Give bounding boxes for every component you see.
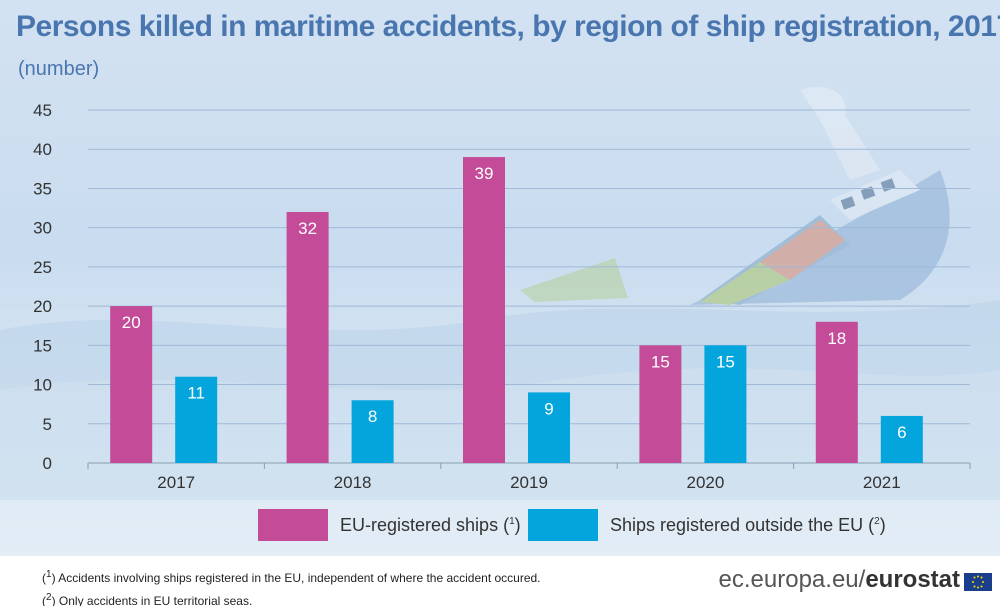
legend-swatch-non-eu	[528, 509, 598, 541]
bar	[704, 345, 747, 463]
eurostat-logo: ec.europa.eu/eurostat	[718, 566, 960, 593]
y-tick-label: 25	[33, 258, 52, 277]
bar	[175, 376, 218, 463]
eu-flag-icon	[964, 573, 992, 591]
y-tick-label: 35	[33, 179, 52, 198]
bar	[880, 415, 923, 463]
bar	[351, 400, 394, 463]
y-tick-label: 0	[43, 454, 52, 473]
x-tick-label: 2018	[334, 473, 372, 492]
bar	[110, 306, 153, 463]
y-tick-label: 40	[33, 140, 52, 159]
bar	[463, 157, 505, 464]
legend-item-eu: EU-registered ships (1)	[258, 508, 521, 542]
bar	[815, 321, 858, 463]
bar	[286, 211, 329, 463]
x-tick-label: 2017	[157, 473, 195, 492]
x-tick-label: 2021	[863, 473, 901, 492]
bar-value-label: 9	[544, 399, 553, 418]
legend-item-non-eu: Ships registered outside the EU (2)	[528, 508, 886, 542]
footnote-2: (2) Only accidents in EU territorial sea…	[42, 592, 253, 606]
legend-label-non-eu: Ships registered outside the EU (2)	[610, 514, 886, 535]
bars	[110, 157, 923, 464]
bar-value-label: 20	[122, 313, 141, 332]
chart-panel: Persons killed in maritime accidents, by…	[0, 0, 1000, 556]
y-tick-label: 30	[33, 219, 52, 238]
y-axis-ticks: 0 5 10 15 20 25 30 35 40 45	[33, 101, 52, 473]
bar-value-label: 15	[716, 352, 735, 371]
legend: EU-registered ships (1) Ships registered…	[0, 508, 1000, 542]
x-tick-label: 2020	[686, 473, 724, 492]
y-tick-label: 45	[33, 101, 52, 120]
y-tick-label: 5	[43, 415, 52, 434]
legend-label-eu: EU-registered ships (1)	[340, 514, 521, 535]
bar-value-label: 11	[187, 384, 205, 403]
bar	[528, 392, 570, 463]
x-axis-ticks: 2017 2018 2019 2020 2021	[157, 473, 900, 492]
footnote-1: (1) Accidents involving ships registered…	[42, 569, 541, 585]
footnotes: (1) Accidents involving ships registered…	[42, 565, 541, 606]
bar-value-label: 8	[368, 407, 377, 426]
y-tick-label: 20	[33, 297, 52, 316]
y-tick-label: 15	[33, 336, 52, 355]
legend-swatch-eu	[258, 509, 328, 541]
bar-value-label: 18	[827, 329, 846, 348]
bar-value-label: 39	[475, 164, 494, 183]
bar-value-label: 32	[298, 219, 317, 238]
chart-subtitle: (number)	[18, 58, 100, 80]
bar-value-label: 6	[897, 423, 906, 442]
bar-value-label: 15	[651, 352, 670, 371]
chart-title: Persons killed in maritime accidents, by…	[16, 10, 1000, 43]
data-labels: 20 11 32 8 39 9 15 15 18 6	[122, 164, 907, 442]
y-tick-label: 10	[33, 376, 52, 395]
bar	[639, 345, 682, 463]
x-tick-label: 2019	[510, 473, 548, 492]
